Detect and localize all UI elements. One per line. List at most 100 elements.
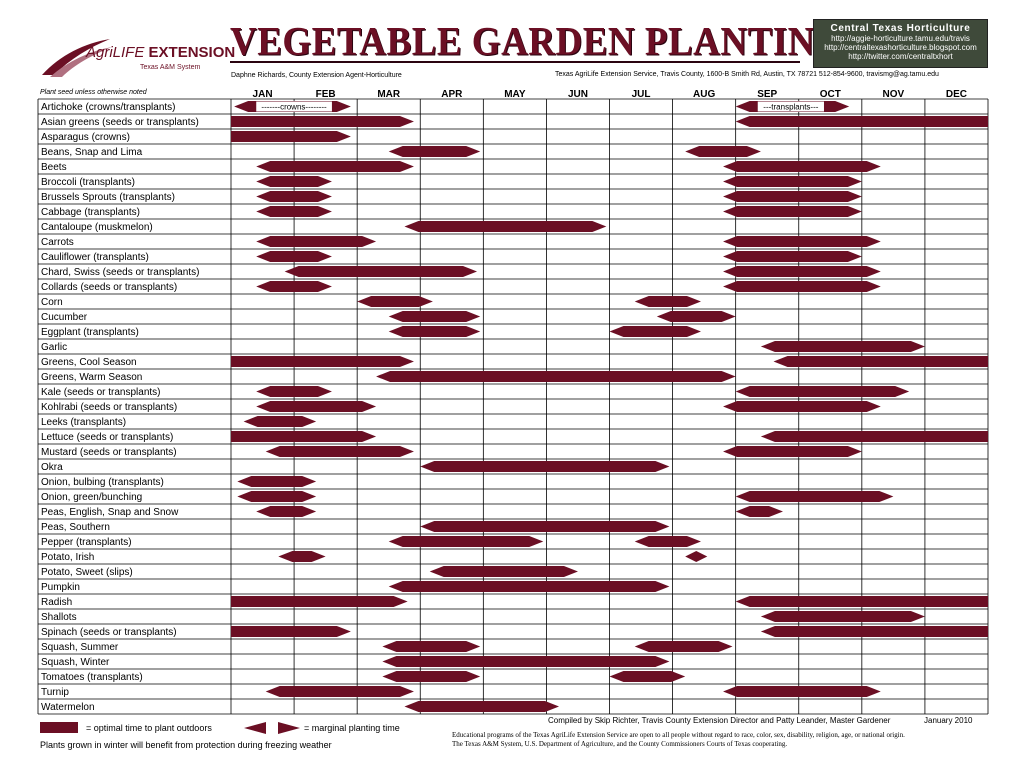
title-rule bbox=[230, 61, 800, 63]
agent-credit: Daphne Richards, County Extension Agent-… bbox=[231, 72, 402, 79]
planting-bar bbox=[388, 536, 544, 547]
month-label: FEB bbox=[316, 89, 336, 100]
planting-bar bbox=[685, 551, 708, 562]
planting-bar bbox=[284, 266, 478, 277]
crop-label: Onion, bulbing (transplants) bbox=[41, 477, 164, 488]
crop-label: Tomatoes (transplants) bbox=[41, 672, 143, 683]
note-background bbox=[757, 101, 824, 112]
crop-label: Okra bbox=[41, 462, 63, 473]
planting-bar bbox=[357, 296, 433, 307]
planting-bar bbox=[656, 311, 736, 322]
crop-label: Leeks (transplants) bbox=[41, 417, 126, 428]
planting-bar bbox=[382, 656, 670, 667]
crop-label: Turnip bbox=[41, 687, 69, 698]
month-label: JUL bbox=[632, 89, 651, 100]
crop-label: Broccoli (transplants) bbox=[41, 177, 135, 188]
month-label: JAN bbox=[253, 89, 273, 100]
legend-optimal-label: = optimal time to plant outdoors bbox=[86, 723, 212, 733]
planting-bar bbox=[634, 536, 701, 547]
crop-label: Asian greens (seeds or transplants) bbox=[41, 117, 199, 128]
planting-bar bbox=[735, 116, 988, 127]
agrilife-swoosh-logo bbox=[42, 39, 112, 77]
planting-bar bbox=[237, 491, 317, 502]
planting-bar bbox=[231, 431, 377, 442]
planting-bar bbox=[243, 416, 317, 427]
compiled-by: Compiled by Skip Richter, Travis County … bbox=[548, 716, 891, 725]
planting-bar bbox=[382, 671, 481, 682]
cth-link[interactable]: http://aggie-horticulture.tamu.edu/travi… bbox=[831, 34, 970, 43]
crop-label: Brussels Sprouts (transplants) bbox=[41, 192, 175, 203]
crop-label: Pepper (transplants) bbox=[41, 537, 132, 548]
note-background bbox=[256, 101, 332, 112]
crop-label: Garlic bbox=[41, 342, 67, 353]
legend-marginal-label: = marginal planting time bbox=[304, 723, 400, 733]
planting-bar bbox=[609, 671, 686, 682]
planting-bar bbox=[388, 326, 481, 337]
month-label: JUN bbox=[568, 89, 588, 100]
planting-bar bbox=[723, 191, 862, 202]
planting-bar bbox=[735, 386, 910, 397]
crop-label: Onion, green/bunching bbox=[41, 492, 142, 503]
planting-bar bbox=[760, 341, 925, 352]
crop-label: Collards (seeds or transplants) bbox=[41, 282, 177, 293]
crop-label: Squash, Summer bbox=[41, 642, 119, 653]
planting-bar bbox=[735, 506, 783, 517]
crop-label: Mustard (seeds or transplants) bbox=[41, 447, 177, 458]
crop-label: Cabbage (transplants) bbox=[41, 207, 140, 218]
planting-bar bbox=[256, 206, 332, 217]
crop-label: Eggplant (transplants) bbox=[41, 327, 139, 338]
month-label: NOV bbox=[883, 89, 905, 100]
planting-bar bbox=[723, 206, 862, 217]
planting-bar bbox=[760, 431, 988, 442]
month-label: MAY bbox=[504, 89, 526, 100]
crop-label: Greens, Warm Season bbox=[41, 372, 142, 383]
planting-bar bbox=[265, 446, 414, 457]
central-texas-horticulture-box: Central Texas Horticulture http://aggie-… bbox=[813, 19, 988, 68]
crop-label: Corn bbox=[41, 297, 63, 308]
crop-label: Cauliflower (transplants) bbox=[41, 252, 149, 263]
planting-bar bbox=[723, 236, 881, 247]
month-label: DEC bbox=[946, 89, 967, 100]
planting-bar bbox=[376, 371, 736, 382]
crop-label: Kohlrabi (seeds or transplants) bbox=[41, 402, 177, 413]
planting-bar bbox=[256, 251, 332, 262]
planting-bar bbox=[231, 116, 414, 127]
planting-bar bbox=[231, 626, 351, 637]
crop-label: Artichoke (crowns/transplants) bbox=[41, 102, 176, 113]
planting-bar bbox=[634, 296, 701, 307]
planting-bar bbox=[237, 476, 317, 487]
planting-bar bbox=[773, 356, 988, 367]
planting-bar bbox=[404, 701, 560, 712]
month-label: OCT bbox=[820, 89, 841, 100]
bar-note: ---transplants--- bbox=[763, 103, 818, 112]
planting-bar bbox=[420, 461, 670, 472]
crop-label: Cantaloupe (muskmelon) bbox=[41, 222, 153, 233]
month-label: MAR bbox=[377, 89, 401, 100]
seed-note: Plant seed unless otherwise noted bbox=[40, 89, 147, 96]
planting-bar bbox=[735, 491, 894, 502]
planting-bar bbox=[256, 281, 332, 292]
planting-bar bbox=[723, 176, 862, 187]
planting-bar bbox=[723, 446, 862, 457]
planting-chart: JAN FEB MAR APR MAY JUN JUL AUG SEP OCT NOV DEC Arti… bbox=[37, 89, 989, 715]
crop-label: Pumpkin bbox=[41, 582, 80, 593]
crop-label: Peas, English, Snap and Snow bbox=[41, 507, 179, 518]
planting-bar bbox=[388, 581, 670, 592]
logo-subtitle: Texas A&M System bbox=[140, 64, 201, 71]
planting-bar bbox=[685, 146, 761, 157]
planting-bar bbox=[735, 596, 988, 607]
crop-label: Watermelon bbox=[41, 702, 95, 713]
winter-note: Plants grown in winter will benefit from… bbox=[40, 740, 332, 750]
planting-bar bbox=[256, 236, 377, 247]
service-address: Texas AgriLife Extension Service, Travis… bbox=[555, 71, 939, 78]
month-label: AUG bbox=[693, 89, 715, 100]
crop-label: Asparagus (crowns) bbox=[41, 132, 130, 143]
cth-link[interactable]: http://twitter.com/centraltxhort bbox=[848, 52, 953, 61]
planting-bar bbox=[388, 146, 481, 157]
planting-bar bbox=[420, 521, 670, 532]
month-label: APR bbox=[441, 89, 463, 100]
disclaimer: The Texas A&M System, U.S. Department of… bbox=[452, 740, 788, 748]
planting-bar bbox=[256, 506, 317, 517]
planting-bar bbox=[231, 131, 351, 142]
cth-link[interactable]: http://centraltexashorticulture.blogspot… bbox=[824, 43, 977, 52]
